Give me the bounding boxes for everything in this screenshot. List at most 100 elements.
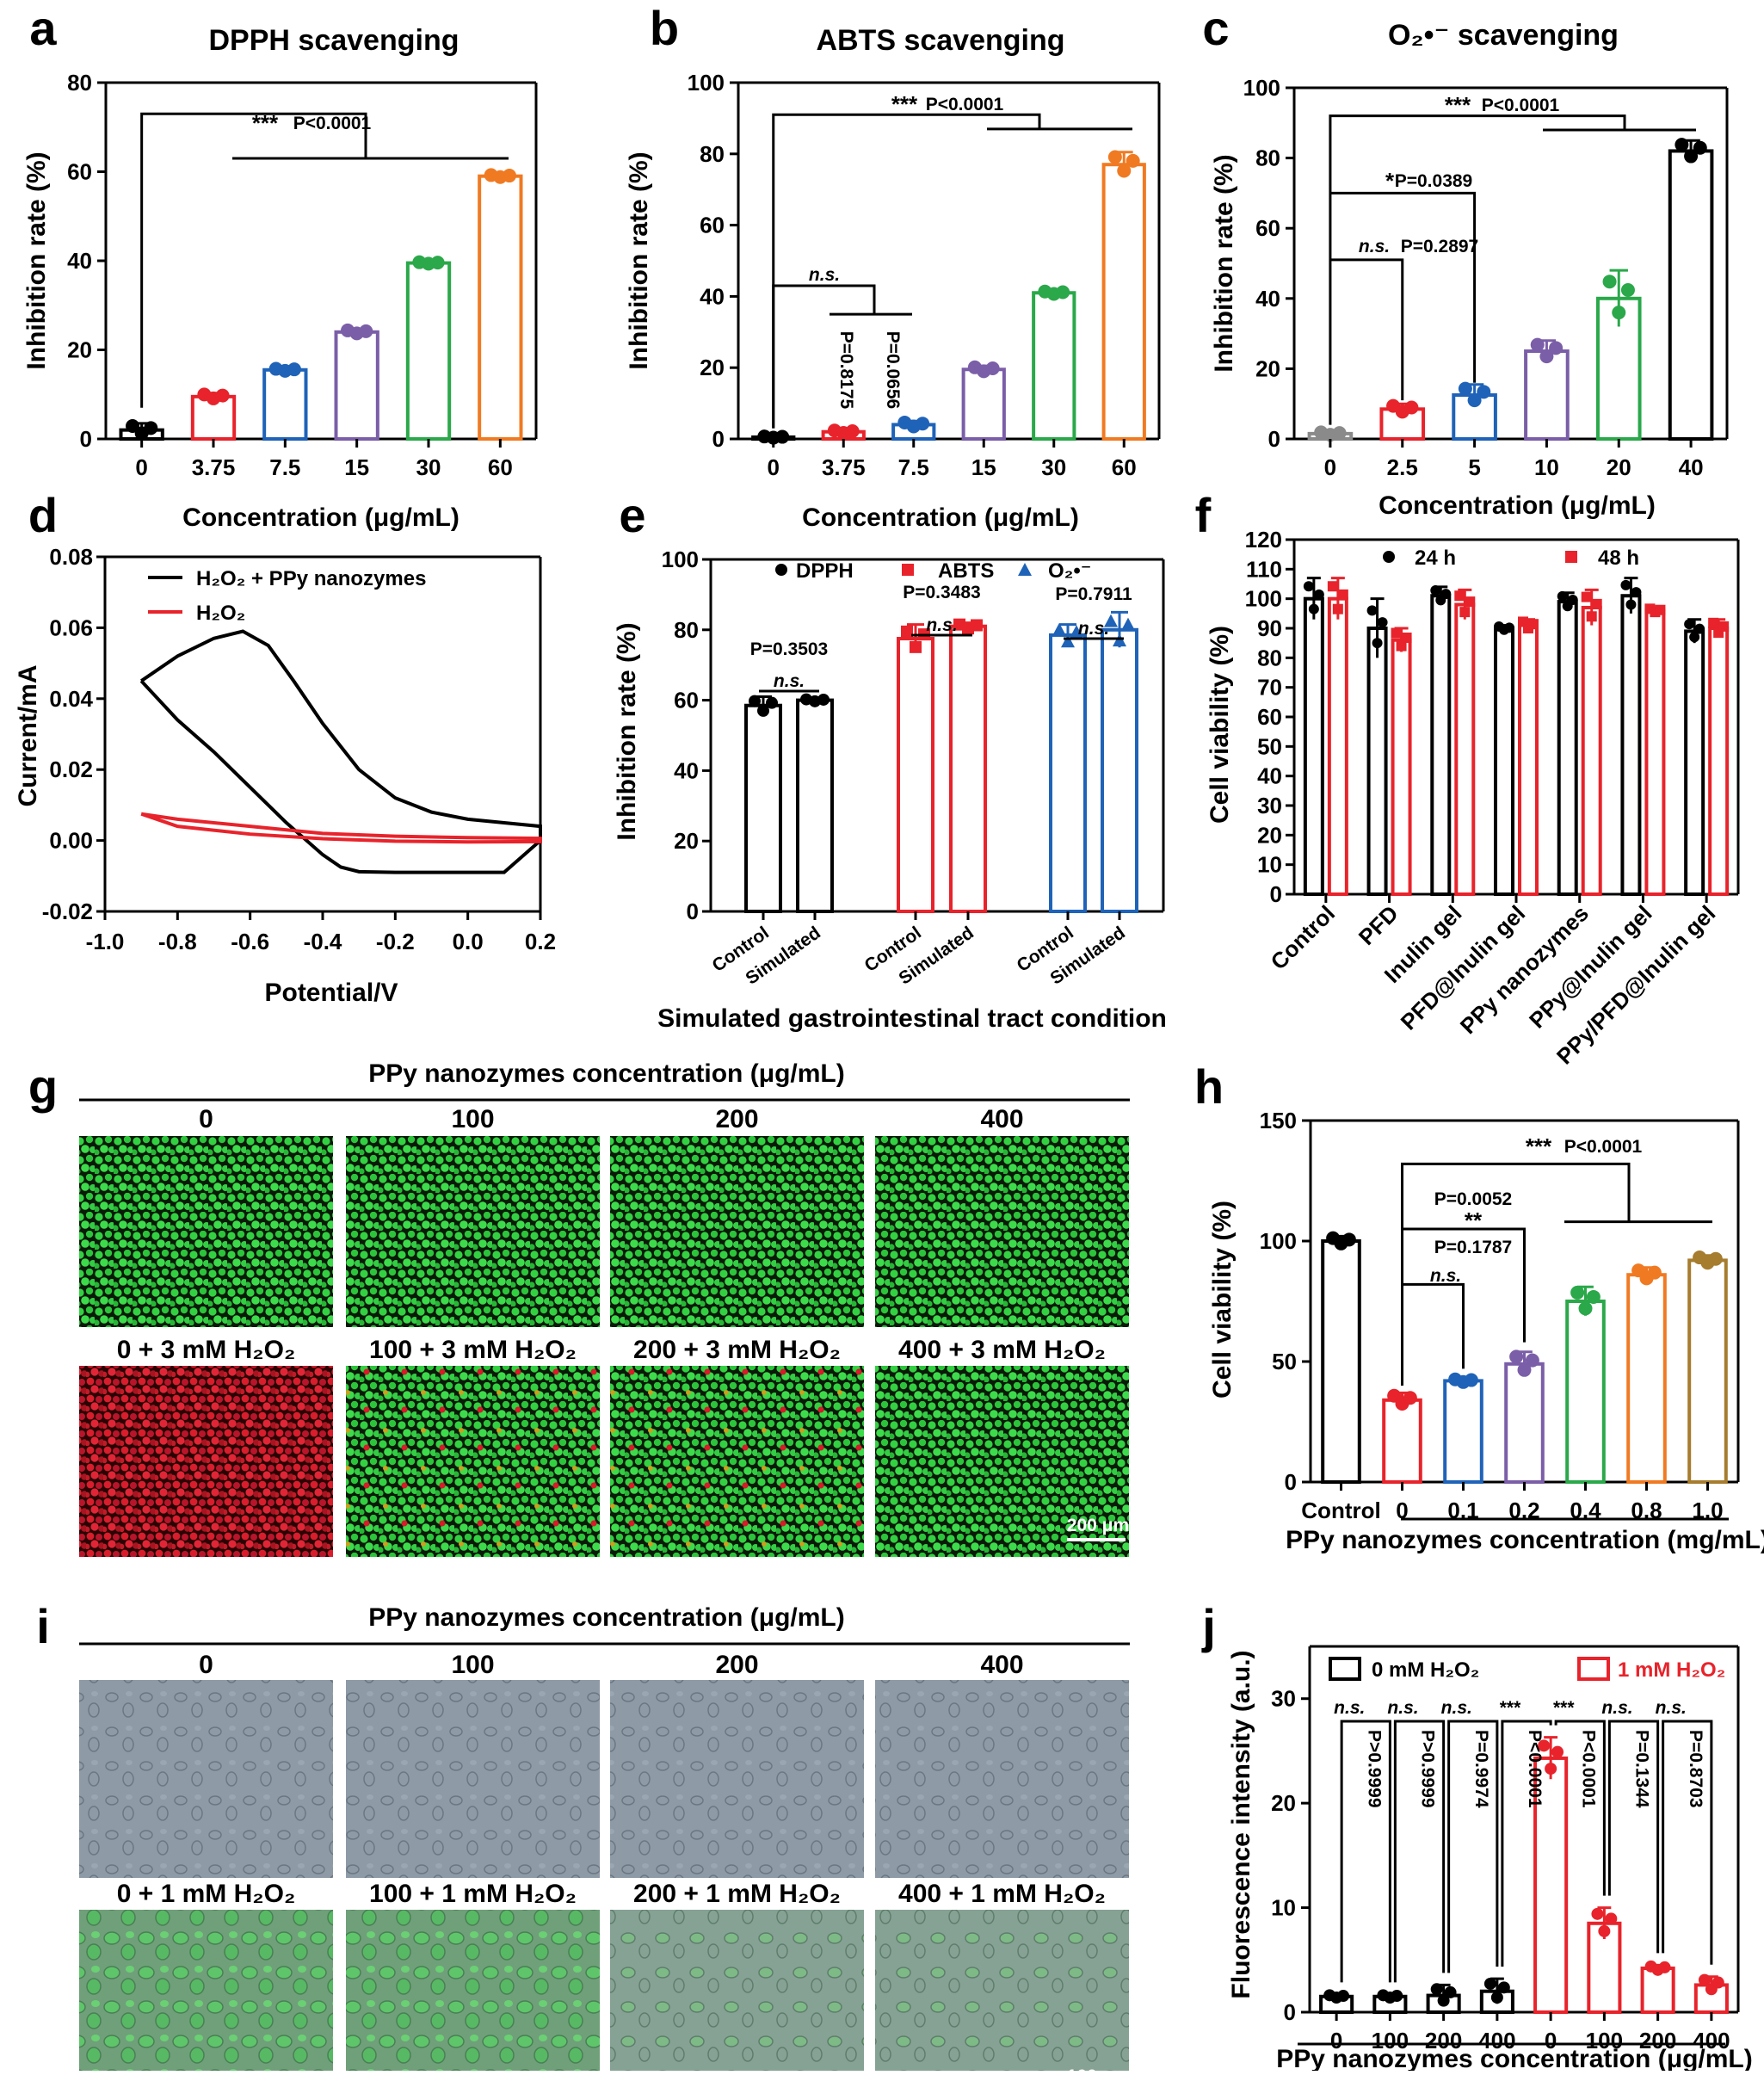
c-ytick-label-0: 0 — [1268, 426, 1280, 452]
j-point-3-2 — [1497, 1981, 1510, 1994]
b-xtick-label-5: 60 — [1112, 454, 1137, 480]
j-sig-p-5: P=0.1344 — [1632, 1730, 1652, 1808]
c-point-0-2 — [1332, 426, 1347, 441]
j-xtick-label-2: 200 — [1425, 2028, 1462, 2053]
j-sig-bracket-1 — [1393, 1720, 1446, 1983]
b-sig-p: P<0.0001 — [926, 95, 1004, 114]
b-point-4-2 — [1056, 285, 1070, 300]
f-point-0-3-2 — [1504, 622, 1514, 633]
f-bar-1-0 — [1327, 596, 1348, 897]
panel-f-label: f — [1195, 488, 1212, 542]
a-point-2-2 — [287, 362, 301, 377]
j-point-1-2 — [1391, 1990, 1403, 2003]
f-point-0-6-1 — [1689, 632, 1700, 643]
a-point-1-2 — [215, 388, 230, 403]
g-top-label-2: 200 — [715, 1105, 758, 1133]
a-ytick-label-1: 20 — [67, 337, 92, 363]
g-bottom-label-3: 400 + 3 mM H₂O₂ — [898, 1336, 1106, 1364]
g-image-bottom-3 — [875, 1366, 1129, 1557]
b-xtick-label-0: 0 — [768, 454, 780, 480]
h-ytick-label-0: 0 — [1285, 1469, 1297, 1495]
f-point-0-5-2 — [1631, 587, 1642, 598]
h-point-3-1 — [1517, 1362, 1532, 1377]
panel-e-ylabel: Inhibition rate (%) — [613, 622, 641, 840]
b-xtick-label-1: 3.75 — [822, 454, 866, 480]
j-sig-bracket-3 — [1501, 1720, 1552, 1967]
j-xtick-label-1: 100 — [1372, 2028, 1409, 2053]
e-point-2-1 — [910, 640, 922, 653]
h-bar-6 — [1687, 1258, 1728, 1485]
f-point-1-4-2 — [1591, 598, 1602, 609]
c-xtick-label-0: 0 — [1324, 454, 1336, 480]
i-image-bottom-3 — [875, 1910, 1129, 2075]
panel-a-title: DPPH scavenging — [209, 24, 460, 57]
b-xtick-label-3: 15 — [971, 454, 996, 480]
f-ytick-label-1: 10 — [1257, 852, 1282, 878]
panel-f-ylabel: Cell viability (%) — [1206, 626, 1234, 824]
panel-i-header: PPy nanozymes concentration (μg/mL) — [368, 1603, 844, 1632]
c-xtick-label-2: 5 — [1468, 454, 1480, 480]
e-ytick-label-2: 40 — [674, 757, 699, 783]
d-xtick-label-4: -0.2 — [376, 929, 415, 954]
j-point-3-0 — [1483, 1977, 1496, 1990]
b-xtick-label-2: 7.5 — [898, 454, 929, 480]
panel-b-title: ABTS scavenging — [816, 24, 1064, 57]
panel-g-header: PPy nanozymes concentration (μg/mL) — [368, 1059, 844, 1088]
f-point-0-6-0 — [1684, 619, 1695, 630]
f-ytick-label-10: 100 — [1245, 586, 1282, 612]
a-xtick-label-2: 7.5 — [269, 454, 300, 480]
j-legend-label-0: 0 mM H₂O₂ — [1372, 1658, 1479, 1682]
d-xtick-label-0: -1.0 — [86, 929, 125, 954]
g-bottom-label-0: 0 + 3 mM H₂O₂ — [117, 1336, 296, 1364]
panel-h-ylabel: Cell viability (%) — [1208, 1201, 1237, 1399]
panel-a-xlabel: Concentration (μg/mL) — [182, 503, 460, 532]
h-sig3-ns: n.s. — [1430, 1266, 1461, 1286]
h-point-3-0 — [1509, 1349, 1524, 1364]
e-point-2-0 — [901, 625, 913, 638]
a-bar-3 — [334, 330, 379, 441]
h-point-5-2 — [1647, 1265, 1662, 1280]
h-point-1-2 — [1403, 1391, 1417, 1405]
f-point-1-1-1 — [1396, 640, 1407, 652]
b-ytick-label-3: 60 — [700, 213, 725, 238]
h-point-0-2 — [1342, 1232, 1356, 1247]
panel-b-xlabel: Concentration (μg/mL) — [802, 503, 1079, 532]
h-xtick-label-0: Control — [1301, 1498, 1380, 1523]
f-point-0-1-1 — [1372, 638, 1383, 649]
b-ns-bracket-top — [772, 284, 876, 429]
e-point-5-1 — [1113, 633, 1126, 647]
j-sig-star-0: n.s. — [1334, 1698, 1365, 1718]
e-legend-label-0: DPPH — [796, 559, 854, 583]
f-bar-0-0 — [1303, 596, 1324, 897]
j-sig-bracket-6 — [1662, 1720, 1713, 1965]
h-sig3-p: P=0.1787 — [1434, 1238, 1513, 1257]
c-ytick-label-4: 80 — [1255, 145, 1280, 171]
i-bottom-label-0: 0 + 1 mM H₂O₂ — [117, 1880, 296, 1908]
j-point-5-0 — [1591, 1907, 1604, 1920]
c-ytick-label-2: 40 — [1255, 286, 1280, 312]
i-image-bottom-1 — [346, 1910, 600, 2075]
e-bar-5 — [1101, 627, 1138, 913]
j-point-6-2 — [1658, 1961, 1671, 1973]
j-sig-bracket-4 — [1554, 1720, 1606, 1896]
j-sig-p-3: P<0.0001 — [1525, 1730, 1545, 1808]
b-point-3-2 — [985, 361, 1000, 376]
d-xtick-label-6: 0.2 — [525, 929, 556, 954]
c-sig1-p: P<0.0001 — [1482, 96, 1560, 115]
f-point-1-0-0 — [1327, 581, 1338, 592]
f-point-1-2-1 — [1459, 607, 1471, 618]
panel-b-ylabel: Inhibition rate (%) — [625, 151, 653, 369]
i-image-bottom-2 — [610, 1910, 864, 2075]
d-legend-label-0: H₂O₂ + PPy nanozymes — [196, 567, 426, 590]
f-point-0-4-0 — [1557, 590, 1568, 602]
j-point-4-0 — [1538, 1739, 1551, 1752]
j-legend-swatch-0 — [1329, 1657, 1361, 1681]
c-ytick-label-5: 100 — [1243, 75, 1280, 101]
h-sig1-stars: *** — [1526, 1133, 1552, 1159]
panel-a-label: a — [29, 1, 57, 55]
c-xtick-label-3: 10 — [1534, 454, 1559, 480]
h-sig2-bracket — [1402, 1227, 1526, 1343]
c-point-3-2 — [1549, 341, 1564, 355]
f-ytick-label-12: 120 — [1245, 527, 1282, 553]
